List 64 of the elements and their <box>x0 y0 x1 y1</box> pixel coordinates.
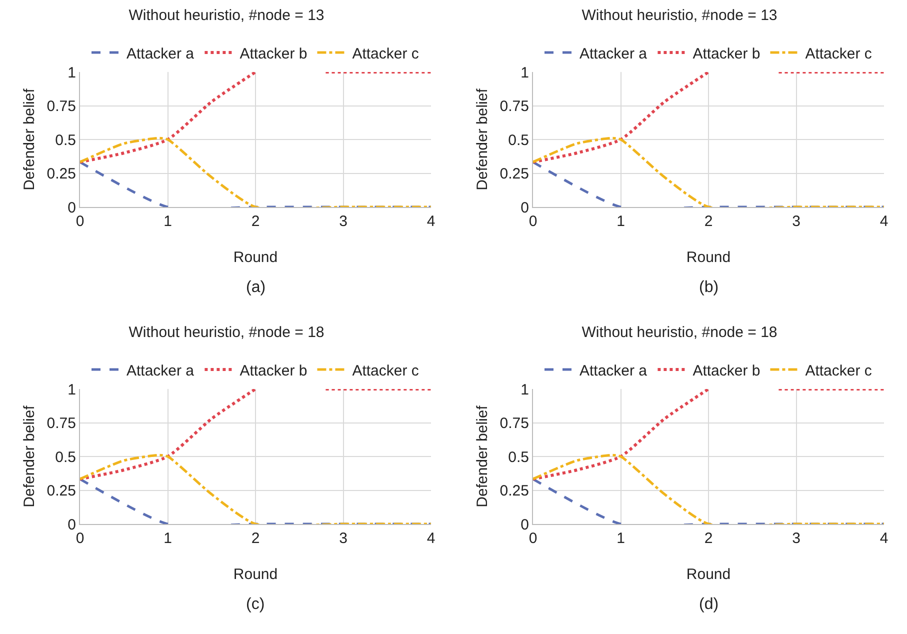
x-tick-label: 2 <box>251 530 260 547</box>
x-axis-title: Round <box>686 249 731 266</box>
y-tick-label: 0.5 <box>55 132 76 149</box>
y-axis-title: Defender belief <box>474 404 492 508</box>
y-tick-label: 0 <box>68 199 76 216</box>
y-tick-label: 0.25 <box>46 166 76 182</box>
y-axis-title: Defender belief <box>21 88 38 190</box>
legend-label: Attacker b <box>692 45 760 62</box>
y-tick-label: 0.5 <box>508 132 529 149</box>
legend-label: Attacker c <box>352 45 420 62</box>
y-tick-label: 0 <box>520 199 529 216</box>
y-tick-label: 0.75 <box>500 98 529 115</box>
legend-label: Attacker c <box>805 45 872 62</box>
x-tick-label: 4 <box>880 213 888 230</box>
x-tick-label: 2 <box>251 213 260 230</box>
x-axis-title: Round <box>233 566 278 583</box>
x-tick-label: 1 <box>164 213 172 230</box>
x-tick-label: 4 <box>880 530 888 547</box>
x-axis-title: Round <box>686 566 731 583</box>
text: (d) <box>699 596 719 613</box>
y-tick-label: 0.5 <box>508 448 529 466</box>
x-tick-label: 3 <box>339 213 348 230</box>
chart-title: Without heuristio, #node = 13 <box>582 7 778 24</box>
y-tick-label: 0.75 <box>500 415 529 432</box>
chart-title: Without heuristio, #node = 18 <box>128 324 324 342</box>
text: (a) <box>246 279 266 296</box>
x-tick-label: 3 <box>792 530 800 547</box>
legend-label: Attacker a <box>126 45 195 62</box>
legend-label: Attacker a <box>126 362 195 380</box>
text: (c) <box>246 596 265 613</box>
y-tick-label: 0.25 <box>500 482 529 500</box>
y-tick-label: 0 <box>68 516 76 534</box>
y-tick-label: 1 <box>68 381 76 398</box>
legend-label: Attacker c <box>352 362 420 380</box>
chart-title: Without heuristio, #node = 13 <box>128 7 324 24</box>
x-tick-label: 1 <box>616 530 625 547</box>
x-tick-label: 3 <box>792 213 800 230</box>
legend-label: Attacker c <box>805 362 872 380</box>
y-tick-label: 0.75 <box>46 98 76 115</box>
y-axis-title: Defender belief <box>21 404 38 508</box>
y-tick-label: 0.5 <box>55 448 76 466</box>
y-tick-label: 1 <box>520 381 529 398</box>
x-tick-label: 2 <box>704 530 713 547</box>
y-axis-title: Defender belief <box>474 88 492 190</box>
y-tick-label: 1 <box>520 64 529 82</box>
legend-label: Attacker b <box>240 45 308 62</box>
x-tick-label: 1 <box>164 530 172 547</box>
y-tick-label: 0.25 <box>46 482 76 500</box>
legend-label: Attacker b <box>692 362 760 380</box>
y-tick-label: 0 <box>520 516 529 534</box>
x-tick-label: 4 <box>426 530 436 547</box>
y-tick-label: 0.25 <box>500 166 529 182</box>
chart-title: Without heuristio, #node = 18 <box>582 324 778 342</box>
x-tick-label: 1 <box>616 213 625 230</box>
y-tick-label: 0.75 <box>46 415 76 432</box>
x-tick-label: 3 <box>339 530 348 547</box>
x-tick-label: 2 <box>704 213 713 230</box>
x-tick-label: 4 <box>426 213 436 230</box>
legend-label: Attacker b <box>240 362 308 380</box>
y-tick-label: 1 <box>68 64 76 82</box>
x-axis-title: Round <box>233 249 278 266</box>
legend-label: Attacker a <box>580 362 648 380</box>
legend-label: Attacker a <box>580 45 648 62</box>
text: (b) <box>699 279 719 296</box>
